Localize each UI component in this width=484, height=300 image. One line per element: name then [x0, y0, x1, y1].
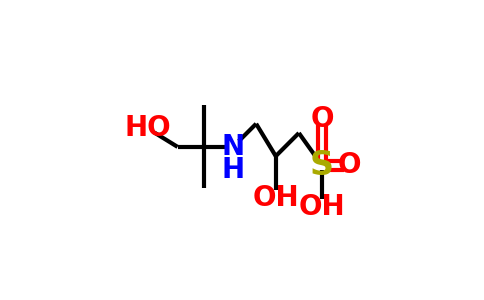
Text: H: H	[222, 156, 244, 184]
Text: S: S	[310, 149, 334, 182]
Text: N: N	[222, 133, 244, 161]
Text: HO: HO	[124, 114, 171, 142]
Text: O: O	[338, 152, 362, 179]
Text: OH: OH	[299, 193, 345, 221]
Text: OH: OH	[253, 184, 299, 212]
Text: O: O	[310, 105, 334, 133]
